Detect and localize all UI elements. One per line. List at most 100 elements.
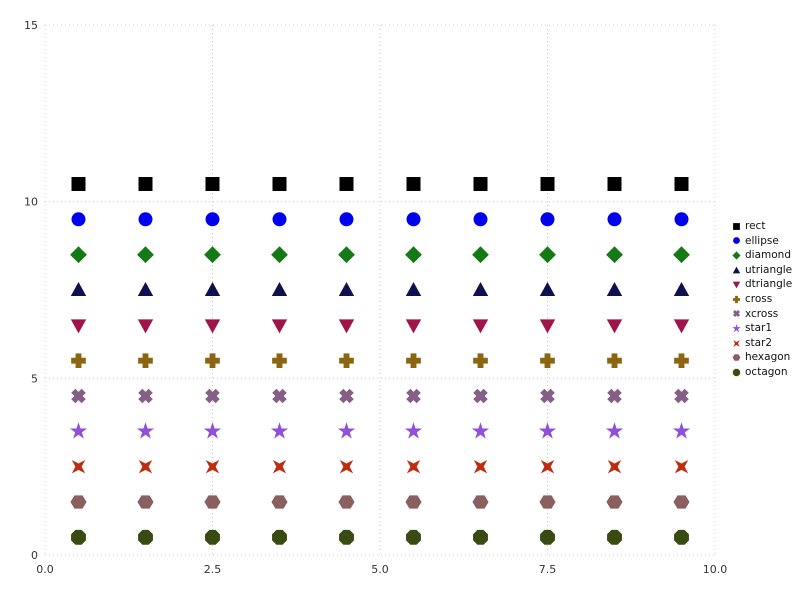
- marker-star1: [337, 422, 356, 439]
- marker-utriangle: [338, 281, 355, 296]
- marker-diamond: [606, 246, 623, 264]
- legend: rect ellipse diamond utriangle dtriangle cros…: [731, 219, 792, 380]
- legend-item-octagon: octagon: [731, 365, 792, 380]
- marker-hexagon: [204, 495, 221, 509]
- marker-dtriangle: [606, 319, 623, 334]
- marker-ellipse: [674, 212, 689, 227]
- marker-octagon: [71, 529, 86, 545]
- marker-dtriangle: [472, 319, 489, 334]
- marker-star1: [270, 422, 289, 439]
- legend-marker-utriangle: [732, 266, 741, 273]
- marker-star2: [138, 460, 153, 474]
- marker-utriangle: [137, 281, 154, 296]
- marker-diamond: [539, 246, 556, 264]
- marker-octagon: [540, 529, 555, 545]
- marker-star2: [205, 460, 220, 474]
- legend-item-diamond: diamond: [731, 248, 792, 263]
- marker-ellipse: [607, 212, 622, 227]
- series-star1: [69, 422, 691, 439]
- marker-octagon: [473, 529, 488, 545]
- marker-xcross: [540, 388, 555, 404]
- marker-diamond: [472, 246, 489, 264]
- marker-rect: [406, 177, 421, 191]
- y-tick-label: 5: [31, 372, 38, 385]
- legend-item-hexagon: hexagon: [731, 350, 792, 365]
- marker-dtriangle: [539, 319, 556, 334]
- marker-utriangle: [539, 281, 556, 296]
- marker-xcross: [71, 388, 86, 404]
- marker-xcross: [339, 388, 354, 404]
- marker-star2: [406, 460, 421, 474]
- legend-label: diamond: [745, 249, 791, 262]
- marker-dtriangle: [673, 319, 690, 334]
- marker-utriangle: [405, 281, 422, 296]
- x-tick-label: 10.0: [703, 563, 728, 576]
- marker-dtriangle: [338, 319, 355, 334]
- marker-rect: [272, 177, 287, 191]
- marker-cross: [339, 353, 354, 369]
- marker-xcross: [205, 388, 220, 404]
- legend-label: star1: [745, 322, 773, 335]
- series-dtriangle: [70, 319, 690, 334]
- marker-xcross: [607, 388, 622, 404]
- marker-cross: [406, 353, 421, 369]
- series-xcross: [71, 388, 689, 404]
- marker-cross: [71, 353, 86, 369]
- marker-utriangle: [472, 281, 489, 296]
- x-tick-label: 2.5: [204, 563, 222, 576]
- marker-star1: [69, 422, 88, 439]
- legend-marker-diamond: [732, 251, 741, 260]
- marker-star2: [339, 460, 354, 474]
- marker-dtriangle: [70, 319, 87, 334]
- marker-star2: [272, 460, 287, 474]
- marker-rect: [607, 177, 622, 191]
- marker-ellipse: [138, 212, 153, 227]
- marker-ellipse: [406, 212, 421, 227]
- marker-octagon: [406, 529, 421, 545]
- marker-diamond: [137, 246, 154, 264]
- marker-ellipse: [473, 212, 488, 227]
- marker-hexagon: [472, 495, 489, 509]
- marker-star2: [473, 460, 488, 474]
- y-tick-label: 10: [24, 196, 38, 209]
- marker-cross: [473, 353, 488, 369]
- marker-dtriangle: [271, 319, 288, 334]
- marker-ellipse: [272, 212, 287, 227]
- x-tick-label: 0.0: [36, 563, 54, 576]
- series-hexagon: [70, 495, 690, 509]
- marker-utriangle: [673, 281, 690, 296]
- legend-label: cross: [745, 293, 773, 306]
- series-cross: [71, 353, 689, 369]
- legend-marker-octagon: [732, 368, 741, 376]
- series-octagon: [71, 529, 689, 545]
- marker-diamond: [405, 246, 422, 264]
- marker-diamond: [673, 246, 690, 264]
- marker-utriangle: [271, 281, 288, 296]
- legend-marker-star2: [733, 339, 740, 347]
- marker-hexagon: [338, 495, 355, 509]
- legend-item-star1: star1: [731, 321, 792, 336]
- marker-star2: [540, 460, 555, 474]
- legend-marker-star1: [732, 324, 741, 333]
- marker-ellipse: [540, 212, 555, 227]
- legend-item-xcross: xcross: [731, 307, 792, 322]
- marker-hexagon: [673, 495, 690, 509]
- marker-rect: [339, 177, 354, 191]
- marker-hexagon: [539, 495, 556, 509]
- marker-ellipse: [339, 212, 354, 227]
- series-diamond: [70, 246, 690, 264]
- marker-hexagon: [137, 495, 154, 509]
- legend-label: hexagon: [745, 351, 791, 364]
- marker-star1: [404, 422, 423, 439]
- marker-octagon: [272, 529, 287, 545]
- marker-star2: [607, 460, 622, 474]
- x-tick-label: 5.0: [371, 563, 389, 576]
- legend-item-ellipse: ellipse: [731, 234, 792, 249]
- marker-star1: [136, 422, 155, 439]
- legend-marker-rect: [733, 222, 740, 230]
- series-rect: [71, 177, 689, 191]
- legend-item-utriangle: utriangle: [731, 263, 792, 278]
- y-tick-label: 0: [31, 549, 38, 562]
